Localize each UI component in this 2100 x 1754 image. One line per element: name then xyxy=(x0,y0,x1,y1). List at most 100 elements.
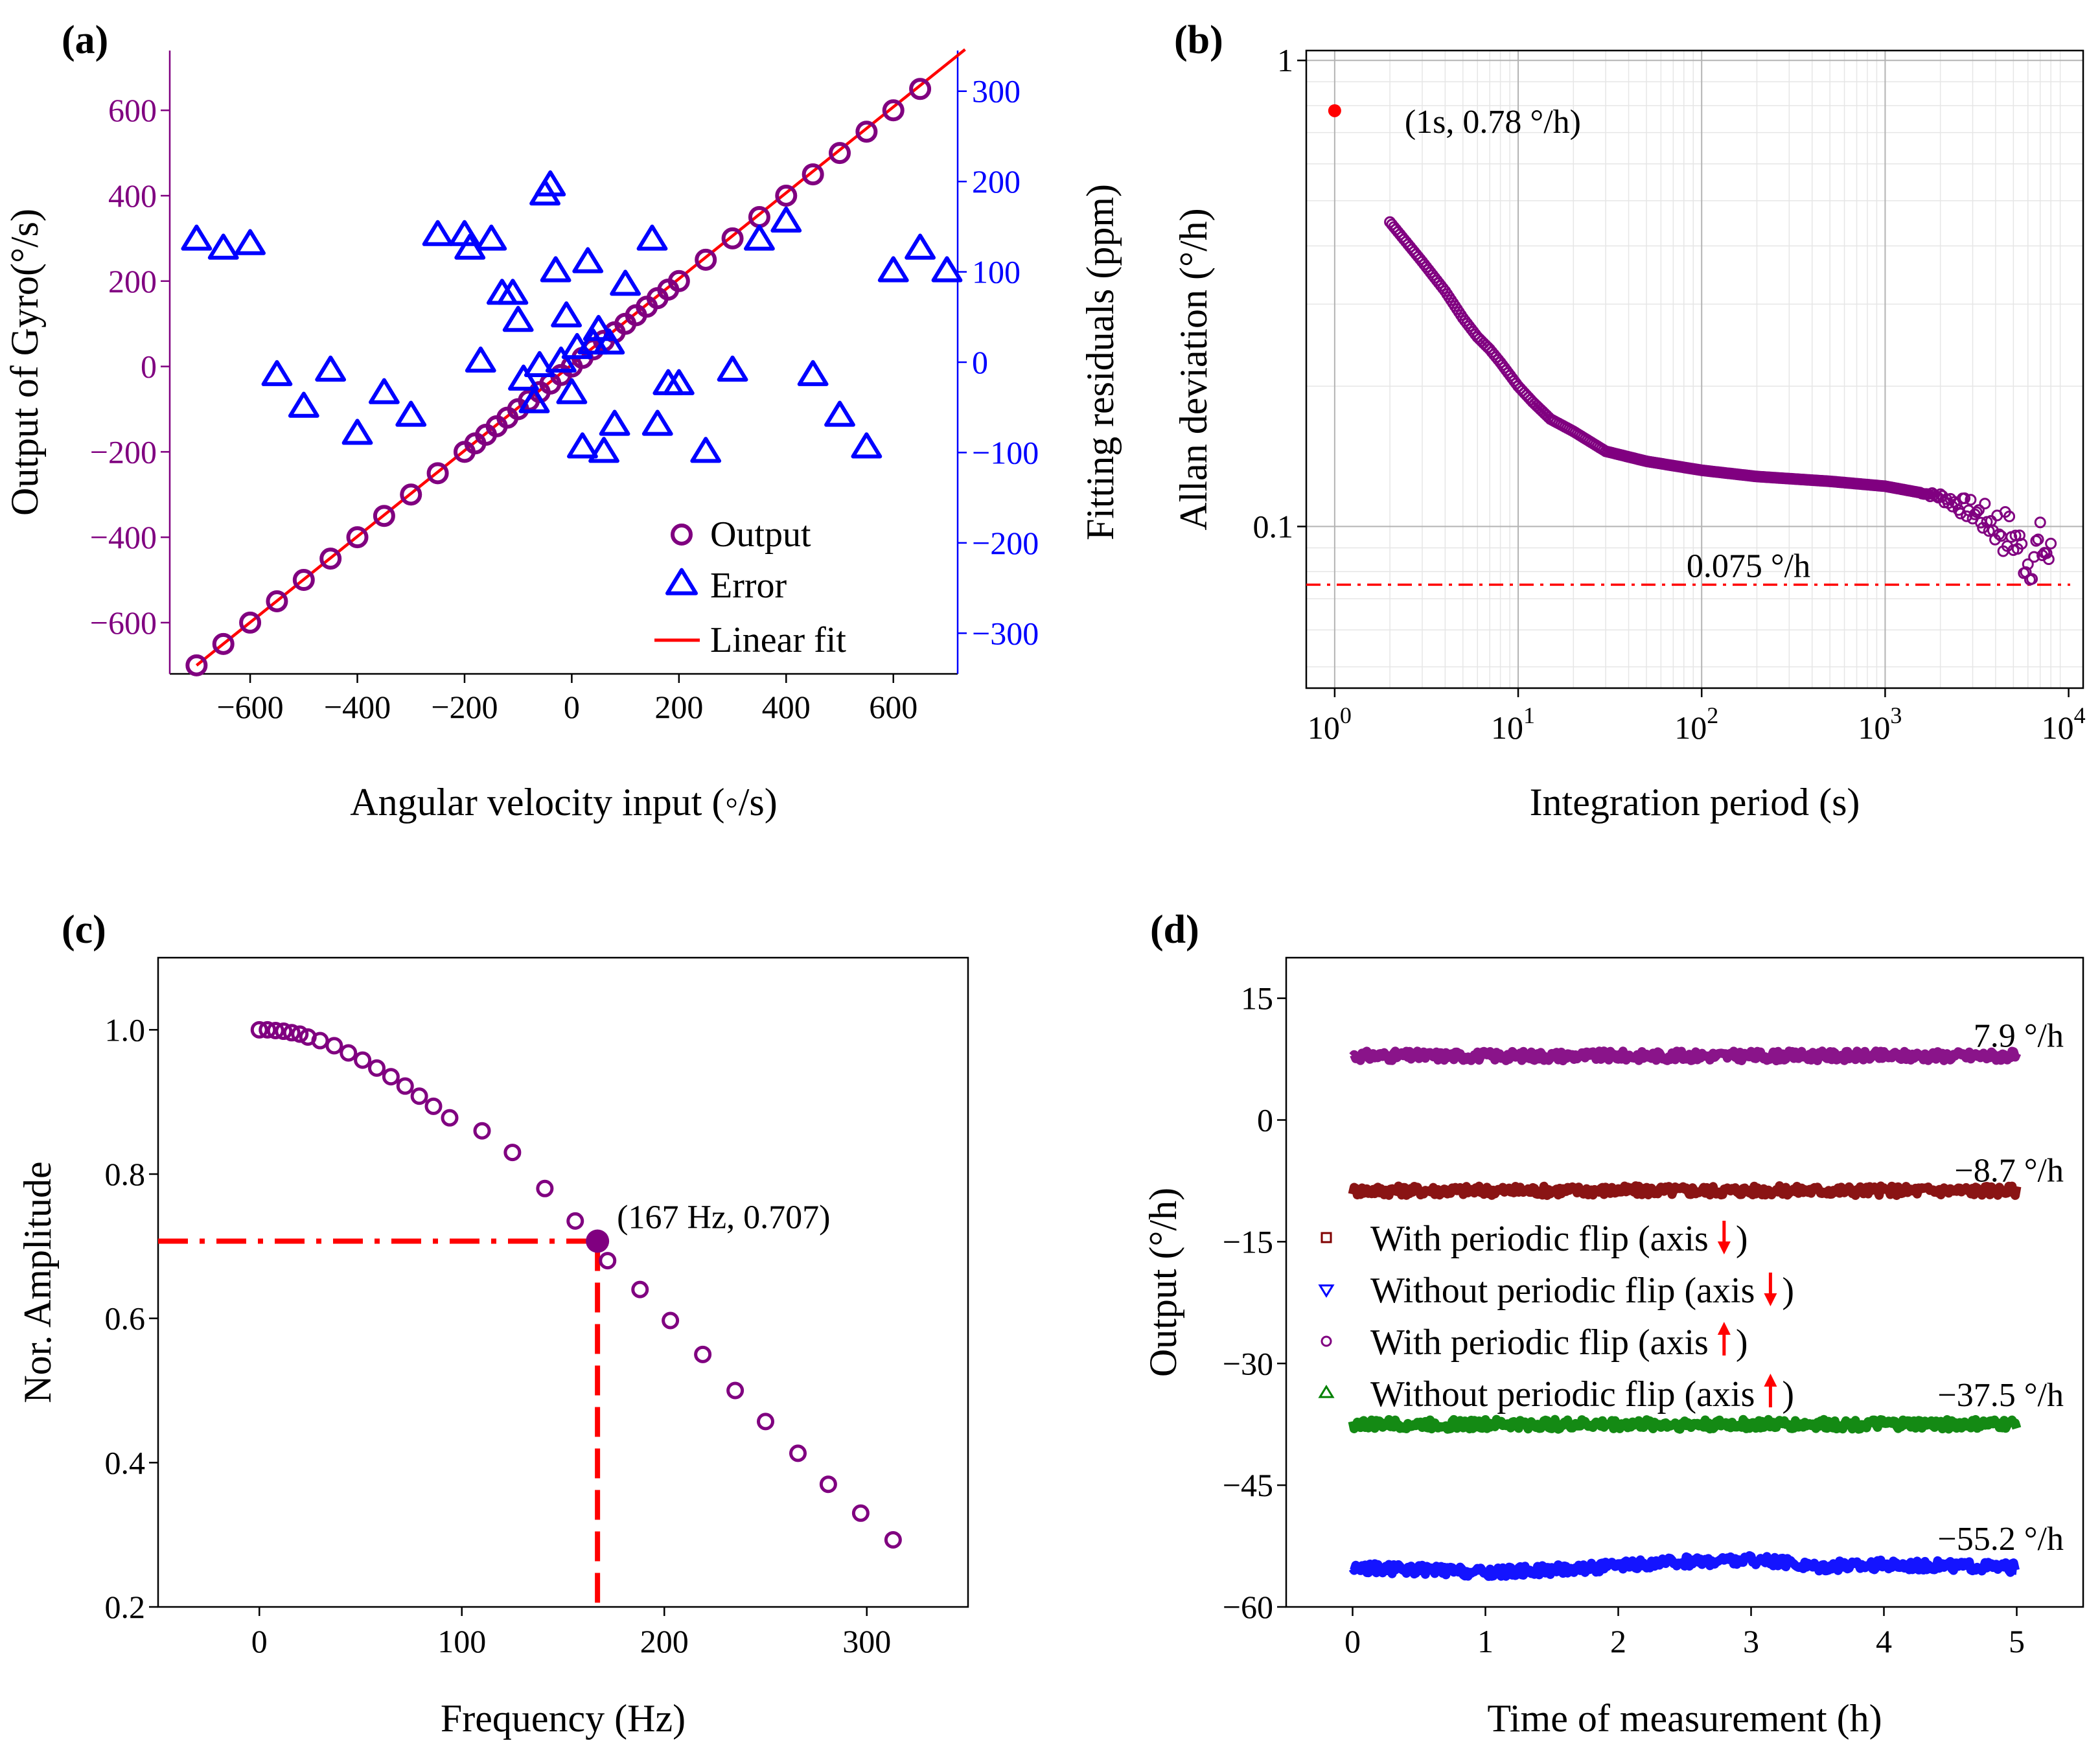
y-tick-label: 0.6 xyxy=(105,1300,146,1337)
y-tick-label: −15 xyxy=(1223,1223,1273,1260)
y-tick-label: 0.4 xyxy=(105,1444,146,1481)
panel-label-b: (b) xyxy=(1174,18,1223,62)
panel-a: (a) −600 −400 −200 0 200 400 600 −600 −400 −200 0 20… xyxy=(3,18,1122,824)
error-point xyxy=(690,437,722,463)
x-tick-label: 1 xyxy=(1477,1623,1494,1659)
annotation-cutoff: (167 Hz, 0.707) xyxy=(617,1199,830,1236)
right-y-tick-label: −100 xyxy=(972,434,1039,470)
error-point xyxy=(594,328,625,355)
amplitude-point xyxy=(631,1280,649,1298)
x-tick-label: 4 xyxy=(1876,1623,1892,1659)
left-y-tick-label: −600 xyxy=(90,605,157,641)
x-tick-label: 400 xyxy=(762,689,811,725)
error-point xyxy=(567,432,598,459)
amplitude-point xyxy=(662,1311,680,1330)
amplitude-point xyxy=(789,1444,807,1462)
error-point xyxy=(905,233,936,260)
legend-label: With periodic flip (axis xyxy=(1370,1219,1709,1259)
error-point xyxy=(663,369,695,395)
right-y-axis-title: Fitting residuals (ppm) xyxy=(1079,184,1122,540)
legend-marker xyxy=(1321,1232,1332,1243)
y-tick-label: 0.8 xyxy=(105,1156,146,1192)
series-mean-label: −37.5 °/h xyxy=(1937,1377,2064,1414)
output-point xyxy=(909,78,932,100)
error-point xyxy=(395,400,427,427)
output-point xyxy=(426,462,449,485)
amplitude-point xyxy=(283,1024,301,1042)
x-tick-label: 101 xyxy=(1491,702,1535,746)
allan-point xyxy=(1993,528,2005,540)
error-point xyxy=(288,391,319,418)
x-tick-label: 600 xyxy=(869,689,917,725)
plot-frame xyxy=(157,956,969,1608)
error-point xyxy=(465,346,496,373)
legend-label: With periodic flip (axis xyxy=(1370,1322,1709,1363)
error-point xyxy=(610,270,641,296)
annotation-first-point: (1s, 0.78 °/h) xyxy=(1405,104,1581,141)
y-axis-title: Allan deviation (°/h) xyxy=(1172,208,1215,530)
left-y-axis-title: Output of Gyro(°/s) xyxy=(3,209,46,516)
legend-marker xyxy=(1321,1335,1332,1347)
legend-marker xyxy=(1318,1284,1335,1298)
legend-marker xyxy=(1318,1385,1335,1398)
x-tick-label: 102 xyxy=(1674,702,1718,746)
x-tick-label: 200 xyxy=(654,689,703,725)
output-point xyxy=(882,99,905,122)
panel-label-c: (c) xyxy=(62,908,106,952)
series-trace xyxy=(1348,1551,2020,1581)
error-point xyxy=(540,256,571,283)
error-point xyxy=(535,170,566,197)
legend-label-close: ) xyxy=(1782,1271,1794,1311)
x-tick-label: 104 xyxy=(2042,702,2086,746)
error-point xyxy=(572,247,604,273)
allan-point xyxy=(2009,529,2022,542)
right-y-tick-label: 300 xyxy=(972,73,1021,110)
panel-label-d: (d) xyxy=(1150,908,1199,952)
output-point xyxy=(346,526,369,549)
output-point xyxy=(721,227,744,249)
panel-label-a: (a) xyxy=(62,18,108,62)
y-tick-label: 0.1 xyxy=(1253,509,1294,545)
arrow-down-icon-head xyxy=(1717,1241,1731,1254)
series-trace xyxy=(1348,1181,2022,1200)
series-mean-label: −55.2 °/h xyxy=(1937,1521,2064,1558)
left-y-tick-label: −200 xyxy=(90,433,157,470)
error-point xyxy=(261,360,293,386)
amplitude-point xyxy=(410,1087,428,1105)
y-tick-label: −45 xyxy=(1223,1467,1273,1503)
allan-point xyxy=(2022,558,2034,570)
legend-label-close: ) xyxy=(1736,1322,1748,1363)
amplitude-point xyxy=(340,1044,358,1062)
x-tick-label: −400 xyxy=(324,689,391,725)
amplitude-point xyxy=(368,1059,386,1077)
y-tick-label: −60 xyxy=(1223,1589,1273,1625)
error-point xyxy=(877,256,909,283)
amplitude-point xyxy=(382,1068,400,1086)
x-tick-label: 0 xyxy=(1344,1623,1361,1659)
amplitude-point xyxy=(473,1122,491,1140)
left-y-tick-label: 200 xyxy=(108,263,157,299)
allan-point xyxy=(1959,492,1971,505)
error-point xyxy=(636,224,668,251)
error-point xyxy=(235,229,266,255)
arrow-down-icon-head xyxy=(1764,1293,1777,1306)
right-y-tick-label: 200 xyxy=(972,163,1021,200)
error-point xyxy=(556,378,588,404)
x-tick-label: 3 xyxy=(1743,1623,1759,1659)
error-point xyxy=(368,378,400,404)
amplitude-point xyxy=(424,1097,443,1115)
output-point xyxy=(829,142,851,165)
allan-first-point xyxy=(1328,104,1341,117)
allan-point xyxy=(2042,553,2055,565)
left-y-tick-label: 0 xyxy=(141,349,157,385)
right-y-tick-label: 100 xyxy=(972,254,1021,290)
amplitude-point xyxy=(266,1021,284,1039)
output-point xyxy=(855,121,878,143)
plot-frame xyxy=(1285,956,2084,1608)
error-point xyxy=(341,419,373,445)
amplitude-point xyxy=(566,1212,584,1230)
allan-point xyxy=(1979,498,1991,510)
output-point xyxy=(775,185,798,207)
allan-point xyxy=(2034,516,2046,529)
